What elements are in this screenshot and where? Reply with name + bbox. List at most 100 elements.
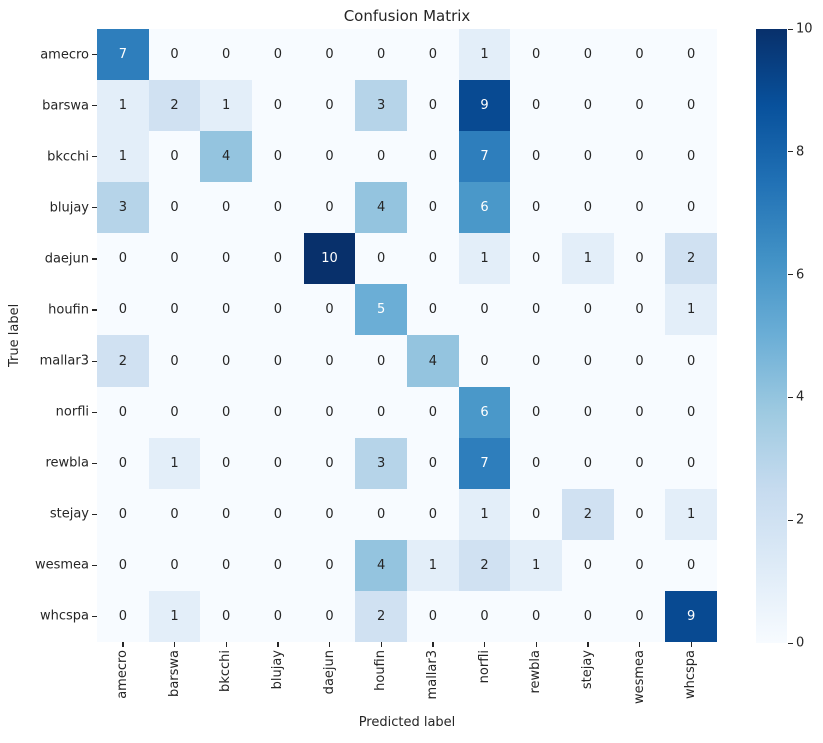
heatmap-cell: 0 (407, 80, 459, 132)
y-tick-mark (92, 564, 97, 567)
heatmap-cell: 0 (562, 386, 614, 438)
heatmap-cell: 0 (407, 182, 459, 234)
heatmap-cell: 0 (303, 386, 356, 438)
heatmap-cell: 0 (458, 284, 511, 336)
heatmap-cell: 0 (148, 539, 201, 591)
colorbar-tick-mark (788, 28, 793, 30)
heatmap-cell: 0 (200, 335, 252, 387)
heatmap-cell: 0 (665, 539, 717, 591)
colorbar-tick-label: 8 (796, 144, 805, 160)
y-tick-label: houfin (48, 302, 89, 318)
heatmap-cell: 0 (562, 335, 614, 387)
heatmap-cell: 0 (200, 29, 252, 81)
heatmap-cell: 0 (562, 437, 614, 489)
heatmap-cell: 0 (613, 233, 666, 285)
heatmap-cell: 2 (665, 233, 717, 285)
heatmap-cell: 0 (562, 80, 614, 132)
heatmap-cell: 10 (303, 233, 356, 285)
heatmap-cell: 0 (97, 386, 149, 438)
heatmap-cell: 0 (613, 182, 666, 234)
heatmap-cell: 4 (355, 539, 407, 591)
heatmap-cell: 1 (665, 488, 717, 540)
heatmap-cell: 3 (355, 437, 407, 489)
x-tick-label: whcspa (683, 650, 699, 700)
heatmap-cell: 1 (97, 80, 149, 132)
heatmap-cell: 0 (97, 590, 149, 642)
heatmap-cell: 9 (665, 590, 717, 642)
heatmap-cell: 0 (407, 233, 459, 285)
heatmap-cell: 0 (200, 437, 252, 489)
heatmap-cell: 0 (613, 539, 666, 591)
heatmap-cell: 0 (613, 80, 666, 132)
x-tick-label: bkcchi (218, 650, 234, 692)
heatmap-cell: 0 (252, 539, 304, 591)
x-tick-label: wesmea (631, 650, 647, 705)
heatmap-cell: 0 (510, 284, 562, 336)
x-tick-label: stejay (579, 650, 595, 690)
y-tick-label: stejay (49, 506, 89, 522)
heatmap-cell: 7 (458, 131, 511, 183)
heatmap-cell: 0 (613, 437, 666, 489)
heatmap-cell: 3 (97, 182, 149, 234)
heatmap-cell: 0 (200, 539, 252, 591)
colorbar-tick-label: 10 (796, 21, 813, 37)
heatmap-cell: 2 (148, 80, 201, 132)
heatmap-cell: 0 (665, 80, 717, 132)
heatmap-cell: 0 (303, 335, 356, 387)
colorbar-tick-mark (788, 151, 793, 153)
heatmap-cell: 0 (200, 182, 252, 234)
heatmap-cell: 0 (458, 335, 511, 387)
heatmap-cell: 0 (665, 131, 717, 183)
x-tick-mark (484, 642, 486, 647)
heatmap-cell: 0 (407, 131, 459, 183)
heatmap-cell: 0 (252, 131, 304, 183)
heatmap-cell: 5 (355, 284, 407, 336)
x-tick-mark (277, 642, 279, 647)
heatmap-cell: 0 (510, 131, 562, 183)
x-tick-mark (329, 642, 331, 647)
x-tick-label: barswa (166, 650, 182, 697)
heatmap-cell: 1 (148, 590, 201, 642)
heatmap-cell: 2 (97, 335, 149, 387)
heatmap-cell: 0 (148, 29, 201, 81)
heatmap-cell: 0 (562, 539, 614, 591)
heatmap-cell: 0 (613, 386, 666, 438)
colorbar-tick-mark (788, 396, 793, 399)
heatmap-cell: 0 (562, 182, 614, 234)
heatmap-cell: 0 (613, 488, 666, 540)
y-tick-label: wesmea (34, 557, 89, 573)
y-tick-mark (92, 258, 97, 260)
y-tick-mark (92, 207, 97, 209)
x-tick-label: mallar3 (424, 650, 440, 700)
heatmap-cell: 0 (252, 80, 304, 132)
colorbar-tick-label: 6 (796, 267, 805, 283)
heatmap-cell: 0 (303, 131, 356, 183)
heatmap-cell: 1 (665, 284, 717, 336)
heatmap-cell: 0 (407, 29, 459, 81)
y-tick-label: amecro (40, 47, 89, 63)
heatmap-cell: 0 (355, 335, 407, 387)
heatmap-cell: 0 (200, 590, 252, 642)
heatmap-cell: 0 (510, 590, 562, 642)
heatmap-cell: 0 (510, 386, 562, 438)
heatmap-cell: 0 (613, 284, 666, 336)
heatmap-cell: 0 (407, 590, 459, 642)
heatmap-cell: 0 (665, 335, 717, 387)
x-tick-label: blujay (269, 650, 285, 690)
heatmap-cell: 0 (510, 80, 562, 132)
heatmap-cell: 0 (252, 386, 304, 438)
heatmap-cell: 0 (562, 29, 614, 81)
heatmap-cell: 0 (200, 233, 252, 285)
y-tick-mark (92, 360, 97, 362)
heatmap-cell: 4 (407, 335, 459, 387)
heatmap-cell: 0 (97, 233, 149, 285)
y-tick-label: blujay (49, 200, 89, 216)
heatmap-cell: 0 (613, 335, 666, 387)
x-tick-mark (432, 642, 434, 647)
x-tick-label: daejun (321, 650, 337, 695)
y-tick-mark (92, 309, 97, 311)
heatmap-cell: 0 (355, 29, 407, 81)
y-tick-label: rewbla (45, 455, 89, 471)
